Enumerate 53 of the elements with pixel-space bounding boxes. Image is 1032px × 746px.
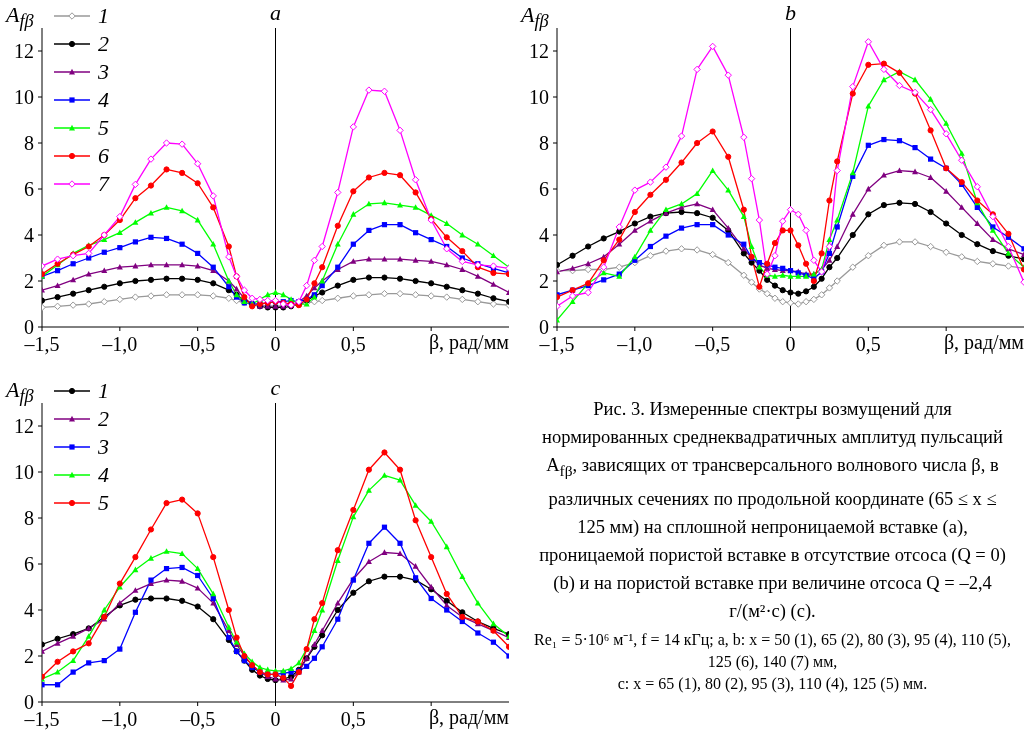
x-tick-label: 0,5 [340, 708, 366, 730]
x-tick-label: 0 [270, 708, 281, 730]
x-tick-label: –1,0 [101, 333, 138, 355]
chart-title: c [270, 375, 281, 400]
y-tick-label: 8 [24, 132, 34, 154]
y-tick-label: 4 [24, 599, 34, 621]
text: c: x = 65 (1), 80 (2), 95 (3), 110 (4), 125 (5) мм. [616, 673, 929, 695]
x-axis-title: β, рад/мм [428, 331, 509, 354]
x-tick-label: –0,5 [179, 708, 216, 730]
y-tick-label: 4 [539, 224, 549, 246]
x-tick-label: 0,5 [855, 333, 881, 355]
y-axis-title: A$_{fβ}$ [521, 2, 549, 33]
y-tick-label: 4 [24, 224, 34, 246]
y-tick-label: 2 [24, 645, 34, 667]
y-tick-label: 2 [539, 270, 549, 292]
legend-label: 1 [98, 378, 109, 403]
text: Рис. 3. Измеренные спектры возмущений для нормированных среднеквадратичных амплитуд пульсаций A$_{fβ}$, зависящих от трансверсального волнового числа β, в различных сечениях по продольной координате (65 ≤ x ≤ 125 мм) на сплошной непроницаемой вставке (a), проницаемой пористой вставке в отсутствие отсоса (Q = 0) (b) и на пористой вставке при величине отсоса Q = –2,4 г/(м²·с) (c). [539, 399, 1006, 621]
x-tick-label: 0,5 [340, 333, 366, 355]
legend-label: 4 [98, 462, 109, 487]
legend-label: 1 [98, 3, 109, 28]
legend-label: 6 [98, 143, 109, 168]
y-tick-label: 6 [24, 178, 34, 200]
y-tick-label: 8 [24, 507, 34, 529]
y-tick-label: 6 [539, 178, 549, 200]
y-tick-label: 12 [14, 40, 34, 62]
legend-label: 3 [98, 434, 109, 459]
legend-label: 3 [98, 59, 109, 84]
x-tick-label: 0 [270, 333, 281, 355]
y-axis-title: A$_{fβ}$ [6, 377, 34, 408]
y-tick-label: 8 [539, 132, 549, 154]
y-tick-label: 6 [24, 553, 34, 575]
legend-label: 5 [98, 115, 109, 140]
y-tick-label: 12 [529, 40, 549, 62]
x-tick-label: 0 [785, 333, 796, 355]
y-tick-label: 10 [14, 461, 34, 483]
legend-label: 2 [98, 31, 109, 56]
y-tick-label: 10 [529, 86, 549, 108]
legend-label: 2 [98, 406, 109, 431]
x-tick-label: –0,5 [179, 333, 216, 355]
x-tick-label: –1,0 [101, 708, 138, 730]
y-tick-label: 10 [14, 86, 34, 108]
y-axis-title: A$_{fβ}$ [6, 2, 34, 33]
chart-title: b [784, 0, 797, 26]
y-tick-label: 12 [14, 415, 34, 437]
x-axis-title: β, рад/мм [428, 706, 509, 729]
y-tick-label: 2 [24, 270, 34, 292]
x-axis-title: β, рад/мм [943, 331, 1024, 354]
legend-label: 4 [98, 87, 109, 112]
legend-label: 5 [98, 490, 109, 515]
x-tick-label: –1,0 [616, 333, 653, 355]
chart-title: a [270, 0, 281, 25]
x-tick-label: –0,5 [694, 333, 731, 355]
legend-label: 7 [98, 171, 109, 196]
